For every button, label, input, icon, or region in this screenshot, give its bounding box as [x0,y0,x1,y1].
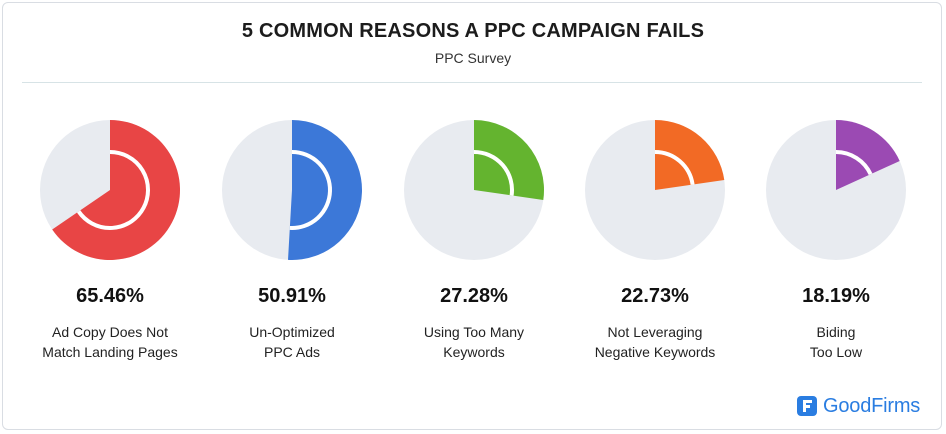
percentage-value: 65.46% [76,285,144,307]
reason-label-line: Biding [816,324,856,340]
reason-label-line: PPC Ads [263,344,321,360]
pie-chart-item: 22.73% Not Leveraging Negative Keywords [565,115,745,362]
pie-slice-inner-arc [76,150,150,230]
reason-label: Un-Optimized PPC Ads [202,322,382,362]
pie-chart-item: 18.19% Biding Too Low [746,115,926,362]
pie-chart [766,120,906,260]
reason-label-line: Using Too Many [423,324,525,340]
pie-slice-inner-arc [473,150,514,196]
goodfirms-logo-text: GoodFirms [823,394,921,417]
pie-chart [222,120,363,260]
pie-slice [52,120,180,260]
pie-chart [404,120,544,260]
reason-label-line: Un-Optimized [249,324,335,340]
pie-slice-inner-arc [289,150,332,230]
goodfirms-logo: GoodFirms [797,394,920,418]
pie-chart-item: 50.91% Un-Optimized PPC Ads [202,115,382,362]
reason-label-line: Ad Copy Does Not [52,324,168,340]
pie-slice [287,120,363,260]
reason-label-line: Negative Keywords [594,344,716,360]
reason-label-line: Match Landing Pages [42,344,178,360]
pie-slice [836,120,900,190]
reason-label: Not Leveraging Negative Keywords [565,322,745,362]
title-divider [22,82,922,83]
reason-label-line: Keywords [443,344,505,360]
reason-label: Ad Copy Does Not Match Landing Pages [20,322,200,362]
pie-chart [585,120,725,260]
percentage-value: 18.19% [802,285,870,307]
reason-label: Biding Too Low [746,322,926,362]
percentage-value: 22.73% [621,285,689,307]
reason-label: Using Too Many Keywords [384,322,564,362]
chart-subtitle: PPC Survey [434,50,512,66]
percentage-value: 50.91% [258,285,326,307]
pie-slice [474,120,544,200]
pie-chart-item: 65.46% Ad Copy Does Not Match Landing Page… [20,115,200,362]
percentage-value: 27.28% [440,285,508,307]
reason-label-line: Not Leveraging [607,324,703,340]
chart-title: 5 COMMON REASONS A PPC CAMPAIGN FAILS [241,20,705,42]
goodfirms-logo-icon [797,396,817,416]
pie-slice-inner-arc [835,150,873,176]
pie-chart-item: 27.28% Using Too Many Keywords [384,115,564,362]
pie-slice-inner-arc [654,150,695,185]
reason-label-line: Too Low [809,344,863,360]
pie-chart [40,120,180,260]
pie-slice [655,120,725,190]
